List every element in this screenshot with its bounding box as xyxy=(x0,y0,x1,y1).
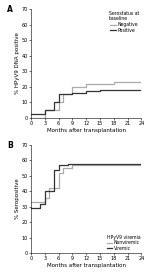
Nonviremic xyxy=(44,196,46,199)
Nonviremic xyxy=(140,164,142,167)
Positive xyxy=(99,88,101,92)
Nonviremic xyxy=(85,164,87,167)
Negative xyxy=(62,93,64,96)
Viremic xyxy=(53,168,55,171)
Viremic xyxy=(39,202,41,206)
Positive xyxy=(72,91,73,95)
Positive xyxy=(140,88,142,92)
Y-axis label: % Seropositive: % Seropositive xyxy=(15,179,20,219)
X-axis label: Months after transplantation: Months after transplantation xyxy=(47,263,126,269)
Viremic xyxy=(140,162,142,165)
Negative xyxy=(85,82,87,85)
Line: Nonviremic: Nonviremic xyxy=(31,165,141,202)
Viremic xyxy=(85,162,87,165)
Negative xyxy=(127,80,128,84)
Positive xyxy=(44,108,46,112)
Nonviremic xyxy=(49,187,50,190)
Legend: Negative, Positive: Negative, Positive xyxy=(109,11,139,33)
Negative xyxy=(140,80,142,84)
Negative xyxy=(113,80,115,84)
Line: Negative: Negative xyxy=(31,82,141,118)
Y-axis label: % HPyV9 DNA positive: % HPyV9 DNA positive xyxy=(15,33,20,95)
Positive xyxy=(85,90,87,93)
Viremic xyxy=(30,207,32,210)
Line: Positive: Positive xyxy=(31,90,141,115)
Text: B: B xyxy=(7,141,13,150)
Line: Viremic: Viremic xyxy=(31,164,141,208)
Positive xyxy=(58,93,60,96)
Negative xyxy=(58,101,60,104)
Nonviremic xyxy=(58,171,60,175)
Positive xyxy=(127,88,128,92)
Viremic xyxy=(44,190,46,193)
Nonviremic xyxy=(62,167,64,170)
Text: A: A xyxy=(7,5,13,14)
Negative xyxy=(30,116,32,119)
Negative xyxy=(44,108,46,112)
Negative xyxy=(72,85,73,88)
Legend: Nonviremic, Viremic: Nonviremic, Viremic xyxy=(106,235,140,251)
Nonviremic xyxy=(72,164,73,167)
X-axis label: Months after transplantation: Months after transplantation xyxy=(47,128,126,133)
Positive xyxy=(30,113,32,116)
Viremic xyxy=(58,164,60,167)
Positive xyxy=(53,101,55,104)
Viremic xyxy=(67,162,69,165)
Nonviremic xyxy=(30,201,32,204)
